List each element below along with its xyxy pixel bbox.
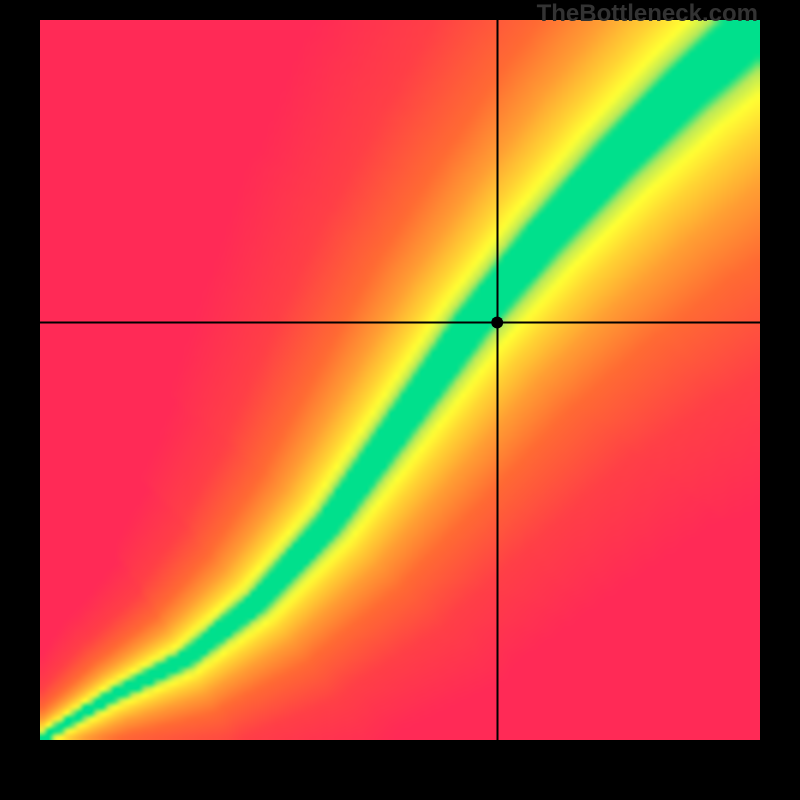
watermark-text: TheBottleneck.com: [537, 0, 758, 28]
bottleneck-heatmap: [0, 0, 800, 800]
chart-container: TheBottleneck.com: [0, 0, 800, 800]
